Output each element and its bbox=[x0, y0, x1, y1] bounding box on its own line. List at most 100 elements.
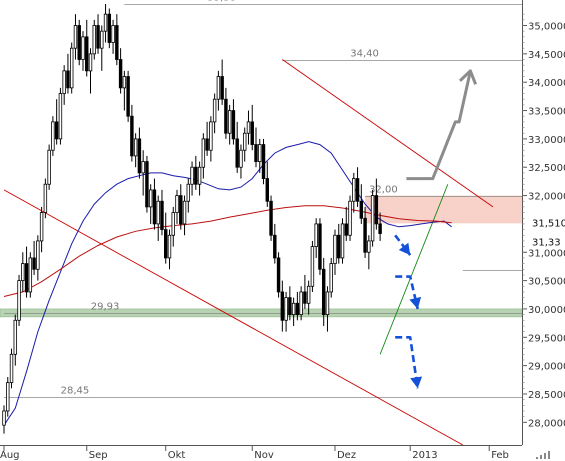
last-price-label-1: 31,33 bbox=[532, 238, 561, 249]
annotation-gray_arrow-0 bbox=[406, 70, 472, 181]
candle-body bbox=[130, 115, 134, 157]
levels-layer: 35,38 34,40 32,00 29,93 28,45 bbox=[4, 0, 522, 398]
candle-body bbox=[6, 382, 10, 412]
arrowhead-0 bbox=[458, 69, 478, 85]
candle-body bbox=[111, 25, 115, 43]
candle-body bbox=[280, 291, 285, 321]
last-price-bg-0 bbox=[530, 216, 565, 229]
candle-body bbox=[216, 76, 221, 100]
annotation-blue_dashed_arrow-1 bbox=[394, 234, 412, 256]
level-label-5: 28,45 bbox=[61, 386, 90, 397]
candle-body bbox=[2, 410, 6, 426]
candle-body bbox=[303, 291, 307, 304]
x-tick-label-5: 2013 bbox=[412, 450, 437, 461]
candle-body bbox=[118, 59, 123, 89]
level-label-4: 29,93 bbox=[91, 302, 120, 313]
candle-body bbox=[284, 297, 288, 321]
candle-body bbox=[186, 183, 191, 202]
candle-body bbox=[265, 178, 269, 202]
candle-body bbox=[88, 53, 93, 72]
y-tick-label-9: 30,0000 bbox=[528, 305, 565, 316]
candle-body bbox=[246, 121, 251, 134]
candle-body bbox=[167, 234, 172, 259]
arrowhead-2 bbox=[409, 296, 422, 309]
x-tick-label-6: Feb bbox=[491, 450, 509, 461]
candle-body bbox=[92, 25, 96, 55]
candle-body bbox=[220, 76, 224, 100]
candle-body bbox=[329, 263, 333, 293]
candle-body bbox=[47, 149, 51, 185]
candle-body bbox=[145, 161, 149, 208]
candle-body bbox=[66, 70, 70, 89]
last-price-bg-1 bbox=[530, 235, 565, 248]
trendline-2 bbox=[379, 184, 449, 355]
y-tick-label-10: 29,5000 bbox=[528, 333, 565, 344]
resistance-zone bbox=[365, 195, 522, 224]
candle-body bbox=[250, 121, 254, 145]
candle-body bbox=[85, 36, 89, 72]
candle-body bbox=[348, 200, 352, 236]
annotation-blue_dashed_arrow-2 bbox=[395, 275, 419, 310]
candle-body bbox=[321, 268, 326, 316]
logo-bar bbox=[540, 455, 542, 459]
candle-body bbox=[164, 229, 168, 259]
x-tick-label-1: Sep bbox=[89, 450, 108, 461]
candle-body bbox=[190, 166, 194, 185]
indicators-layer bbox=[3, 59, 494, 446]
candle-body bbox=[325, 291, 330, 316]
candle-body bbox=[175, 195, 179, 213]
candle-body bbox=[43, 183, 48, 213]
candle-body bbox=[152, 189, 157, 225]
candle-body bbox=[13, 319, 17, 355]
y-tick-label-2: 34,0000 bbox=[528, 78, 565, 89]
y-tick-label-8: 30,5000 bbox=[528, 277, 565, 288]
candle-body bbox=[333, 234, 337, 264]
candle-body bbox=[115, 25, 119, 60]
candle-body bbox=[314, 223, 318, 247]
candle-body bbox=[69, 47, 74, 89]
y-tick-label-5: 32,5000 bbox=[528, 163, 565, 174]
y-tick-label-1: 34,5000 bbox=[528, 50, 565, 61]
annotations-layer bbox=[394, 69, 478, 389]
candle-body bbox=[291, 302, 296, 316]
candle-body bbox=[103, 13, 108, 32]
candle-body bbox=[318, 223, 322, 270]
last-price-label-0: 31,510 bbox=[532, 218, 565, 229]
candle-body bbox=[299, 291, 303, 316]
candle-body bbox=[212, 98, 217, 123]
candle-body bbox=[24, 263, 29, 293]
y-tick-label-3: 33,5000 bbox=[528, 107, 565, 118]
y-tick-label-6: 32,0000 bbox=[528, 192, 565, 203]
candle-body bbox=[235, 138, 239, 168]
candle-body bbox=[224, 98, 228, 134]
candle-body bbox=[359, 200, 364, 219]
candle-body bbox=[81, 36, 85, 60]
arrowhead-1 bbox=[398, 242, 411, 256]
candle-body bbox=[276, 257, 281, 293]
candle-body bbox=[209, 121, 213, 151]
candle-body bbox=[194, 166, 198, 185]
candle-body bbox=[254, 144, 258, 162]
candle-body bbox=[62, 70, 66, 94]
candle-body bbox=[239, 149, 243, 168]
candle-body bbox=[36, 240, 40, 270]
candle-body bbox=[107, 13, 112, 43]
x-tick-label-4: Dez bbox=[337, 450, 356, 461]
zones-layer bbox=[0, 195, 523, 318]
logo-bar bbox=[548, 451, 550, 459]
level-label-0: 35,38 bbox=[207, 0, 236, 4]
candle-body bbox=[261, 144, 266, 179]
candle-body bbox=[288, 297, 292, 316]
candle-body bbox=[126, 76, 130, 117]
chart-logo-icon bbox=[536, 451, 550, 459]
candle-body bbox=[100, 30, 104, 49]
candle-body bbox=[344, 223, 348, 236]
candle-body bbox=[21, 263, 25, 282]
candle-body bbox=[374, 195, 379, 225]
candle-body bbox=[171, 212, 175, 236]
candle-body bbox=[273, 234, 277, 259]
annotation-blue_dashed_arrow-3 bbox=[395, 336, 419, 389]
candle-body bbox=[367, 240, 371, 253]
candle-body bbox=[51, 121, 55, 151]
